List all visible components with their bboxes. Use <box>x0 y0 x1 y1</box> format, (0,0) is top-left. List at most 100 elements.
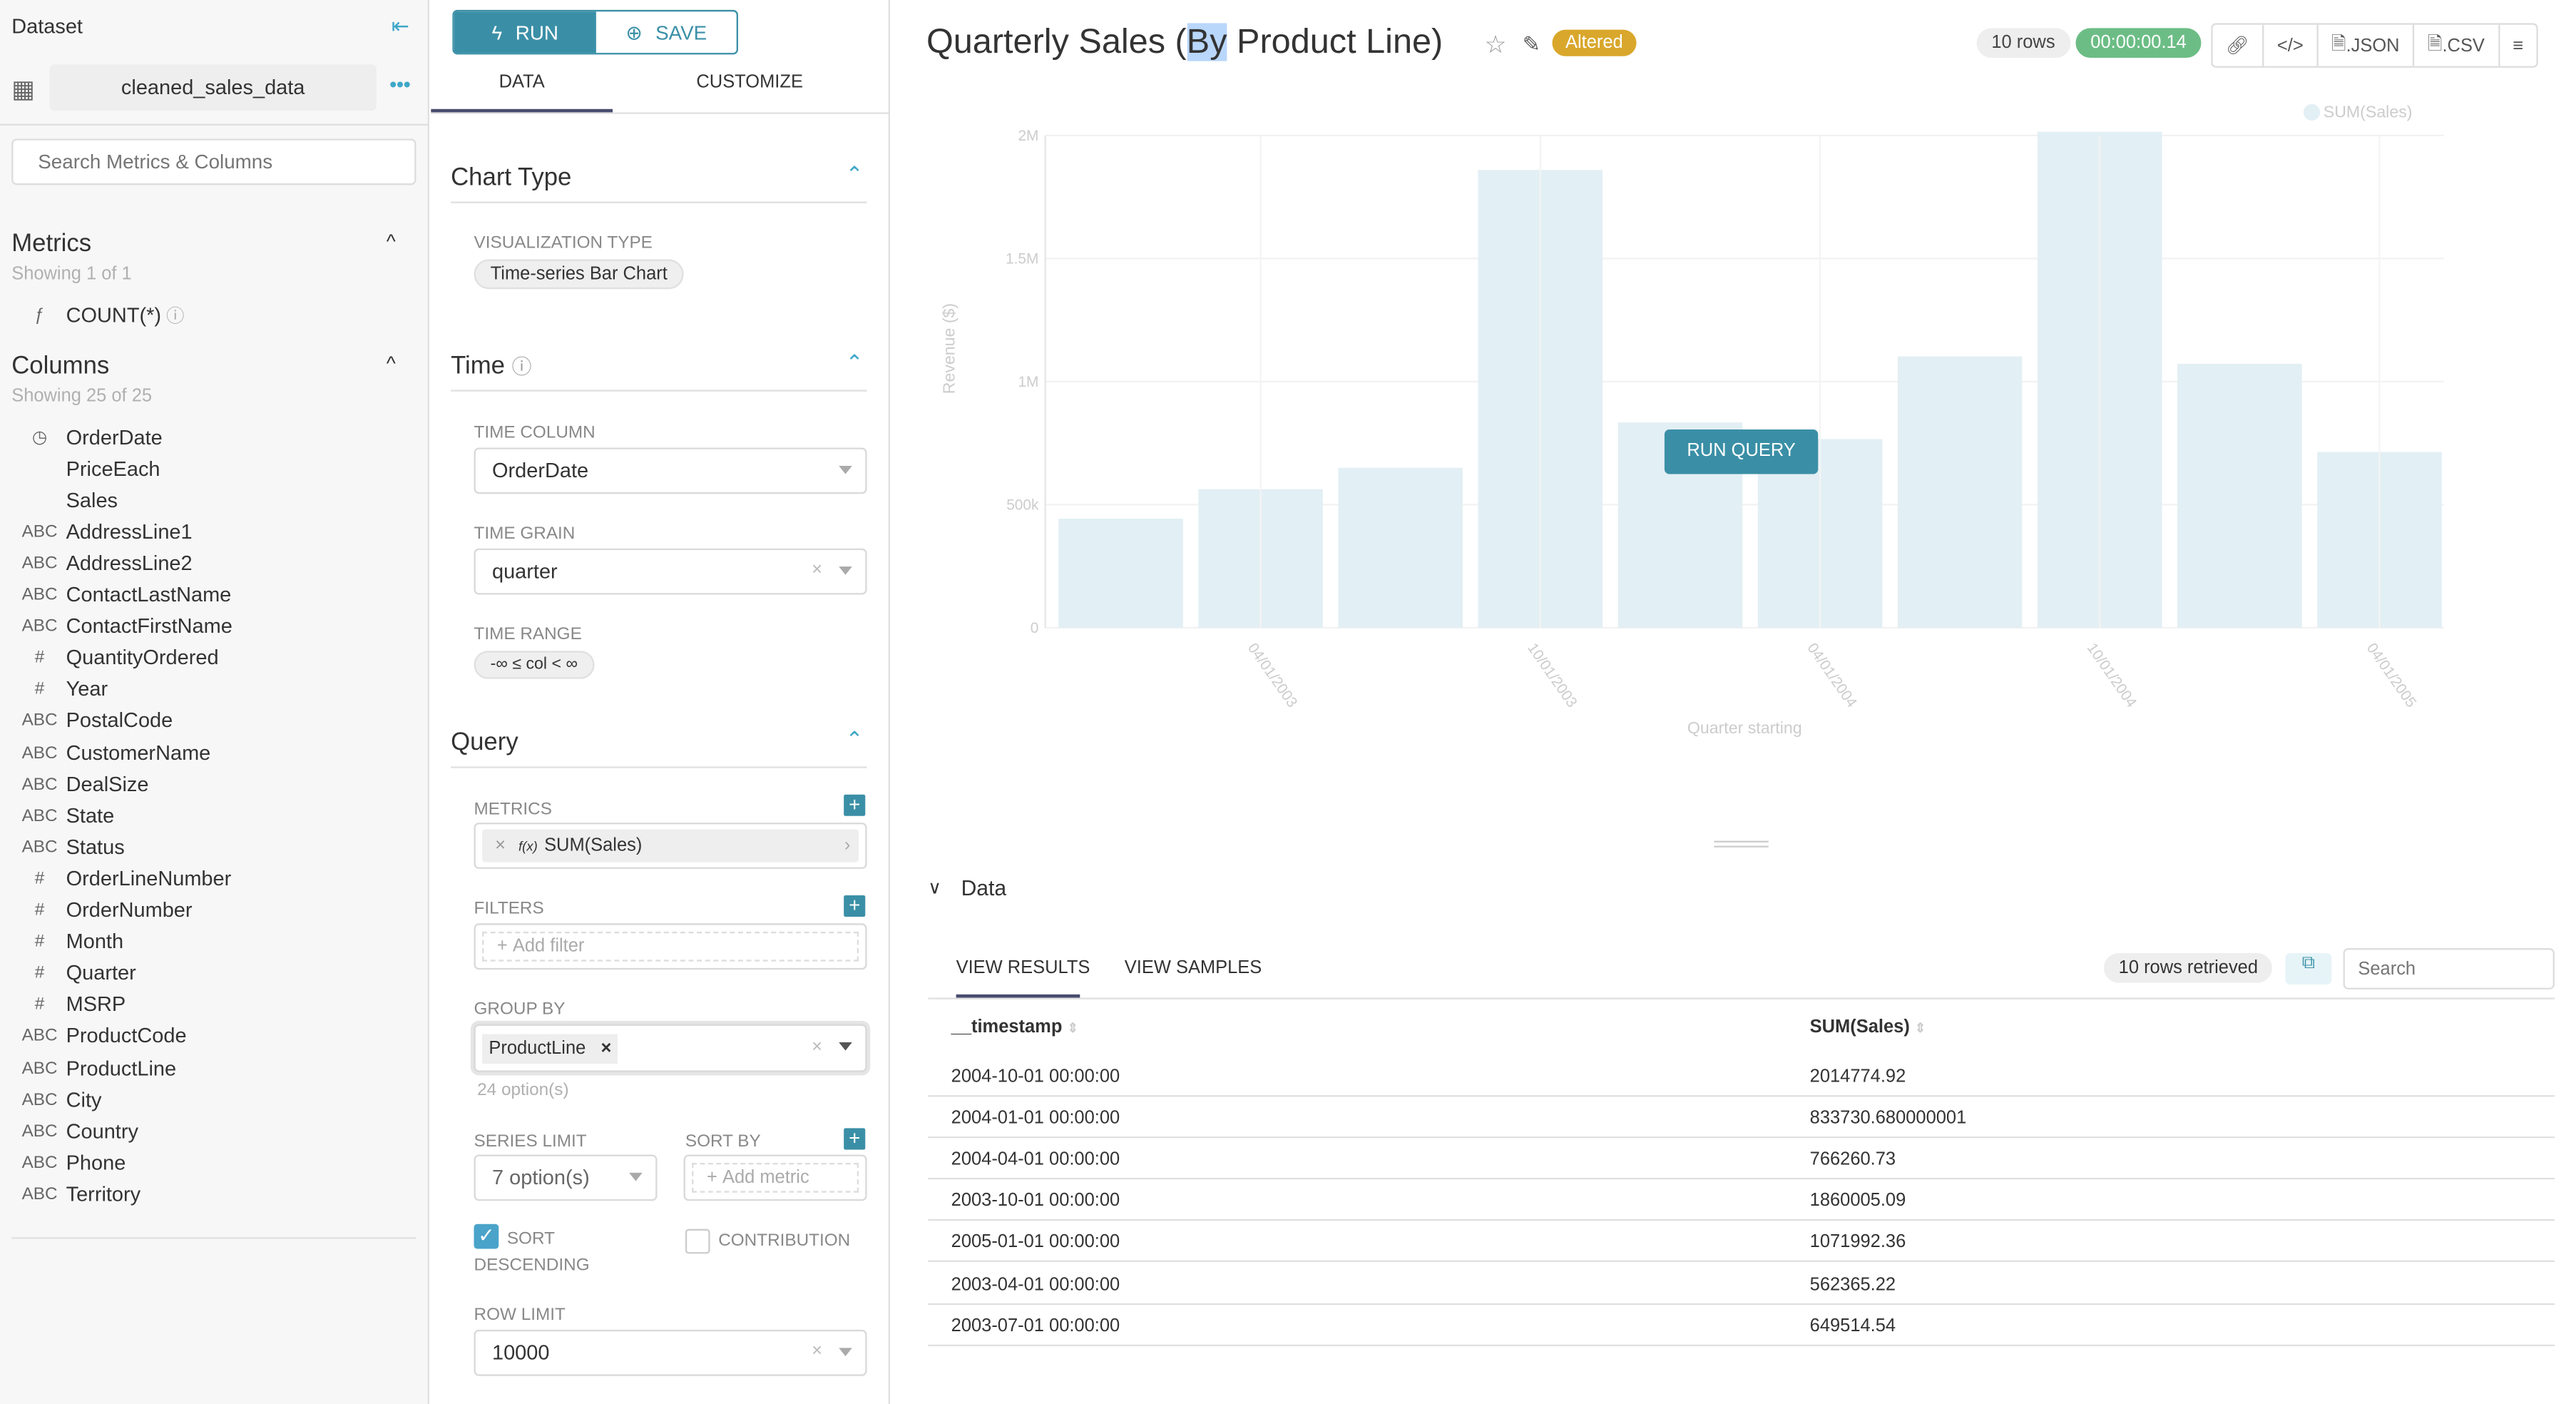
viz-type-selector[interactable]: Time-series Bar Chart <box>474 259 684 290</box>
column-item[interactable]: ABC ContactLastName <box>14 579 232 611</box>
column-item[interactable]: ABC AddressLine2 <box>14 547 193 579</box>
column-item[interactable]: Sales <box>14 484 118 516</box>
column-item[interactable]: ABC State <box>14 800 115 831</box>
results-search-input[interactable] <box>2343 948 2555 990</box>
chevron-down-icon[interactable]: ∨ <box>928 878 941 899</box>
viz-type-label: VISUALIZATION TYPE <box>474 233 653 253</box>
column-item[interactable]: PriceEach <box>14 453 160 484</box>
collapse-columns-icon[interactable]: ^ <box>386 352 396 375</box>
metric-tag[interactable]: × f(x) SUM(Sales) › <box>482 829 859 863</box>
chevron-up-icon[interactable]: ⌃ <box>845 726 864 752</box>
column-type-icon: # <box>34 932 45 952</box>
copy-icon[interactable]: ⧉ <box>2285 952 2332 985</box>
column-name: State <box>66 803 115 828</box>
tab-view-samples[interactable]: VIEW SAMPLES <box>1124 957 1262 978</box>
column-item[interactable]: ABC PostalCode <box>14 705 173 736</box>
export-csv-button[interactable]: 🗎 .CSV <box>2414 24 2500 66</box>
save-button[interactable]: ⊕ SAVE <box>625 20 707 44</box>
time-range-selector[interactable]: -∞ ≤ col < ∞ <box>474 651 595 679</box>
dataset-name[interactable]: cleaned_sales_data <box>49 64 377 111</box>
table-cell: 2004-04-01 00:00:00 <box>951 1149 1120 1170</box>
sort-descending-label: SORT DESCENDING <box>474 1228 590 1276</box>
edit-icon[interactable]: ✎ <box>1522 31 1541 56</box>
column-item[interactable]: # QuantityOrdered <box>14 642 219 673</box>
table-row: 2003-04-01 00:00:00 562365.22 <box>928 1263 2555 1305</box>
metrics-select[interactable]: × f(x) SUM(Sales) › <box>474 823 867 869</box>
data-section-title[interactable]: Data <box>961 875 1007 900</box>
star-icon[interactable]: ☆ <box>1484 31 1507 60</box>
time-grain-select[interactable]: quarter × <box>474 548 867 595</box>
column-name: ProductLine <box>66 1056 177 1080</box>
row-limit-select[interactable]: 10000 × <box>474 1329 867 1376</box>
column-header-sum-sales[interactable]: SUM(Sales) ⇕ <box>1809 1017 1926 1038</box>
column-item[interactable]: ABC City <box>14 1084 102 1115</box>
embed-code-icon[interactable]: </> <box>2264 24 2319 66</box>
export-json-button[interactable]: 🗎 .JSON <box>2319 24 2415 66</box>
remove-icon[interactable]: × <box>600 1038 612 1059</box>
help-icon: ⓘ <box>166 306 185 327</box>
menu-icon[interactable]: ≡ <box>2513 35 2524 56</box>
column-item[interactable]: ABC Country <box>14 1115 138 1146</box>
tab-customize[interactable]: CUSTOMIZE <box>696 72 803 93</box>
altered-badge[interactable]: Altered <box>1552 29 1637 56</box>
metric-item[interactable]: ƒ COUNT(*) ⓘ <box>14 299 185 330</box>
sort-by-box[interactable]: + Add metric <box>683 1154 867 1201</box>
add-sort-button[interactable]: + <box>844 1128 866 1150</box>
link-icon[interactable]: 🔗︎ <box>2213 24 2264 66</box>
column-item[interactable]: # Quarter <box>14 957 136 989</box>
column-item[interactable]: ABC Status <box>14 831 125 863</box>
add-filter-button[interactable]: + Add filter <box>482 931 859 962</box>
chevron-up-icon[interactable]: ⌃ <box>845 350 864 375</box>
run-button[interactable]: ϟ RUN <box>454 11 596 54</box>
column-item[interactable]: # Year <box>14 673 108 705</box>
clear-icon: × <box>812 1341 823 1361</box>
chevron-up-icon[interactable]: ⌃ <box>845 161 864 187</box>
column-item[interactable]: # OrderNumber <box>14 895 193 926</box>
x-tick-label: 04/01/2005 <box>2363 640 2420 711</box>
sort-descending-checkbox[interactable]: ✓ <box>474 1224 499 1249</box>
column-item[interactable]: ABC AddressLine1 <box>14 516 193 547</box>
column-item[interactable]: ABC CustomerName <box>14 737 211 768</box>
column-item[interactable]: # Month <box>14 926 124 957</box>
column-name: AddressLine1 <box>66 519 193 544</box>
table-cell: 2014774.92 <box>1809 1067 1906 1087</box>
chart-title[interactable]: Quarterly Sales (By Product Line) <box>926 23 1443 61</box>
dataset-more-icon[interactable]: ••• <box>389 72 411 96</box>
contribution-checkbox[interactable] <box>685 1228 710 1254</box>
column-type-icon: ABC <box>21 1089 58 1110</box>
collapse-metrics-icon[interactable]: ^ <box>386 229 396 253</box>
run-query-button[interactable]: RUN QUERY <box>1664 429 1819 474</box>
collapse-sidebar-icon[interactable]: ⇤ <box>391 13 410 39</box>
add-filter-button[interactable]: + <box>844 895 866 917</box>
column-header-timestamp[interactable]: __timestamp ⇕ <box>951 1017 1079 1038</box>
sort-by-label: SORT BY <box>685 1131 761 1151</box>
tab-data[interactable]: DATA <box>499 72 545 93</box>
column-item[interactable]: ◷ OrderDate <box>14 421 163 452</box>
table-row: 2004-10-01 00:00:00 2014774.92 <box>928 1056 2555 1097</box>
table-cell: 766260.73 <box>1809 1149 1896 1170</box>
filters-box[interactable]: + Add filter <box>474 923 867 970</box>
column-item[interactable]: ABC Territory <box>14 1179 141 1210</box>
metrics-label: METRICS <box>474 799 552 820</box>
column-name: Sales <box>66 488 118 512</box>
series-limit-select[interactable]: 7 option(s) <box>474 1154 658 1201</box>
column-name: Territory <box>66 1182 141 1206</box>
search-metrics-columns-input[interactable] <box>11 138 416 185</box>
group-by-select[interactable]: ProductLine × × <box>474 1024 867 1072</box>
column-type-icon: ABC <box>21 837 58 858</box>
column-item[interactable]: ABC DealSize <box>14 768 149 800</box>
column-item[interactable]: ABC Phone <box>14 1147 126 1179</box>
add-metric-button[interactable]: + <box>844 795 866 816</box>
column-item[interactable]: # MSRP <box>14 989 126 1020</box>
y-tick-label: 0 <box>1031 620 1039 636</box>
column-name: Month <box>66 930 124 954</box>
column-item[interactable]: # OrderLineNumber <box>14 863 232 895</box>
add-metric-button[interactable]: + Add metric <box>692 1163 859 1193</box>
contribution-label: CONTRIBUTION <box>718 1230 851 1251</box>
column-item[interactable]: ABC ProductLine <box>14 1052 177 1084</box>
resize-handle[interactable] <box>1714 840 1769 848</box>
time-column-select[interactable]: OrderDate <box>474 447 867 494</box>
column-item[interactable]: ABC ContactFirstName <box>14 611 232 642</box>
column-item[interactable]: ABC ProductCode <box>14 1021 187 1052</box>
tab-view-results[interactable]: VIEW RESULTS <box>956 957 1090 978</box>
